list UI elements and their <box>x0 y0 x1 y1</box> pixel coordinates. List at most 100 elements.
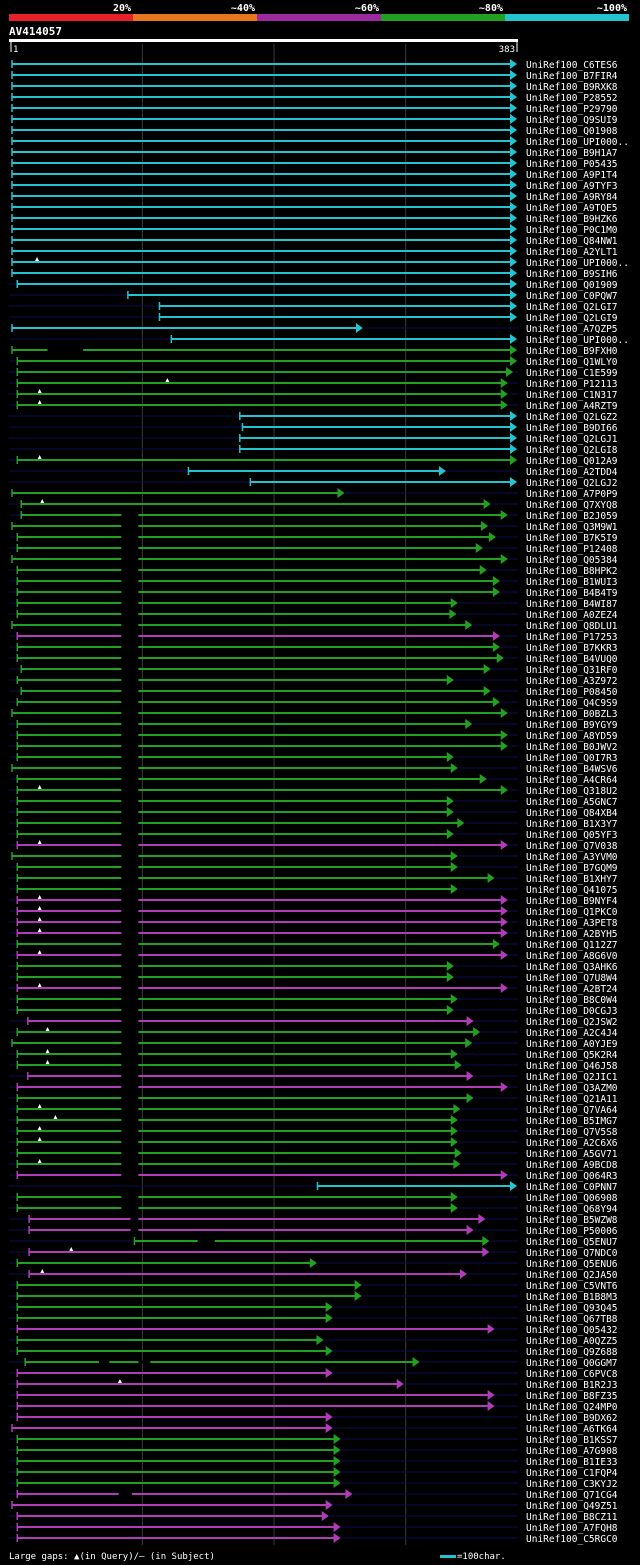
hit-row: UniRef100_B4VUQ0 <box>9 653 618 665</box>
hit-label: UniRef100_Q49Z51 <box>526 1501 618 1512</box>
hit-row: UniRef100_Q064R3 <box>9 1170 618 1182</box>
hit-row: UniRef100_Q3AZM0 <box>9 1082 618 1094</box>
hit-row: UniRef100_A5GNC7 <box>9 796 618 808</box>
hit-end-arrow <box>510 301 517 311</box>
hit-row: UniRef100_B0JWV2 <box>9 741 618 753</box>
hit-label: UniRef100_Q93Q45 <box>526 1303 618 1314</box>
hit-label: UniRef100_Q1WLY0 <box>526 357 618 368</box>
hit-label: UniRef100_C6PVC8 <box>526 1369 618 1380</box>
hit-end-arrow <box>487 873 495 883</box>
scale-bar <box>440 1555 456 1558</box>
hit-label: UniRef100_Q2LGI9 <box>526 313 618 324</box>
subject-gap <box>121 986 139 990</box>
subject-gap <box>121 799 139 803</box>
hit-row: UniRef100_B5WZW8 <box>9 1214 618 1226</box>
hit-label: UniRef100_B4WI87 <box>526 599 618 610</box>
hit-end-arrow <box>325 1500 333 1510</box>
subject-gap <box>121 1041 139 1045</box>
hit-row: UniRef100_A0YJE9 <box>9 1038 618 1050</box>
hit-row: UniRef100_Q31RF0 <box>9 664 618 676</box>
hit-label: UniRef100_Q2LGJ2 <box>526 478 618 489</box>
hit-end-arrow <box>450 1049 458 1059</box>
hit-row: UniRef100_Q1WLY0 <box>9 356 618 368</box>
hit-label: UniRef100_C3KYJ2 <box>526 1479 618 1490</box>
hit-label: UniRef100_Q2LGJ1 <box>526 434 618 445</box>
hit-end-arrow <box>333 1456 341 1466</box>
hit-row: UniRef100_Q05YF3 <box>9 829 618 841</box>
hit-end-arrow <box>325 1423 333 1433</box>
hit-label: UniRef100_P29790 <box>526 104 618 115</box>
hit-row: UniRef100_Q112Z7 <box>9 939 618 951</box>
legend-label-5: ~100% <box>597 3 627 14</box>
subject-gap <box>121 612 139 616</box>
hit-label: UniRef100_P05435 <box>526 159 618 170</box>
hit-end-arrow <box>333 1478 341 1488</box>
hit-label: UniRef100_B9SIH6 <box>526 269 618 280</box>
hit-end-arrow <box>345 1489 353 1499</box>
ruler-start-label: 1 <box>13 45 18 55</box>
hit-row: UniRef100_C5RGC0 <box>9 1533 618 1545</box>
subject-gap <box>121 931 139 935</box>
hit-label: UniRef100_Q7V038 <box>526 841 618 852</box>
hit-row: UniRef100_B9DX62 <box>9 1412 618 1424</box>
hit-end-arrow <box>500 928 508 938</box>
hit-label: UniRef100_Q41075 <box>526 885 618 896</box>
subject-gap <box>121 1118 139 1122</box>
hit-end-arrow <box>510 158 517 168</box>
subject-gap <box>121 656 139 660</box>
hit-end-arrow <box>450 1137 458 1147</box>
ruler-end-label: 383 <box>499 45 515 55</box>
hit-end-arrow <box>354 1291 362 1301</box>
hit-row: UniRef100_Q3AHK6 <box>9 961 618 973</box>
hit-label: UniRef100_A0YJE9 <box>526 1039 618 1050</box>
query-gap-marker <box>37 455 42 459</box>
subject-gap <box>121 568 139 572</box>
hit-end-arrow <box>450 1115 458 1125</box>
subject-gap <box>121 1063 139 1067</box>
query-gap-marker <box>37 1126 42 1130</box>
hit-row: UniRef100_C5VNT6 <box>9 1280 618 1292</box>
hit-label: UniRef100_Q9SUI9 <box>526 115 618 126</box>
subject-gap <box>121 535 139 539</box>
hit-end-arrow <box>446 675 454 685</box>
hit-end-arrow <box>492 576 500 586</box>
hit-row: UniRef100_B4B4T9 <box>9 587 618 599</box>
hit-end-arrow <box>478 1214 486 1224</box>
query-gap-marker <box>37 785 42 789</box>
hit-row: UniRef100_Q7XYQ8 <box>9 499 618 511</box>
hit-row: UniRef100_UPI000.. <box>9 136 629 148</box>
hit-row: UniRef100_B8FZ35 <box>9 1390 618 1402</box>
subject-gap <box>121 821 139 825</box>
hit-row: UniRef100_D0CGJ3 <box>9 1005 618 1017</box>
hit-label: UniRef100_D0CGJ3 <box>526 1006 618 1017</box>
hit-label: UniRef100_P12408 <box>526 544 618 555</box>
query-ruler: 1 383 <box>9 39 518 55</box>
hit-label: UniRef100_Q68Y94 <box>526 1204 618 1215</box>
hit-row: UniRef100_Q2LGJ2 <box>9 477 618 489</box>
subject-gap <box>121 854 139 858</box>
hit-end-arrow <box>500 1082 508 1092</box>
hit-end-arrow <box>325 1313 333 1323</box>
hit-end-arrow <box>510 477 517 487</box>
hit-row: UniRef100_A2BYH5 <box>9 928 618 940</box>
hit-row: UniRef100_Q05432 <box>9 1324 618 1336</box>
subject-gap <box>47 348 84 352</box>
hit-label: UniRef100_Q01908 <box>526 126 618 137</box>
subject-gap <box>118 1492 132 1496</box>
hit-end-arrow <box>510 257 517 267</box>
hit-label: UniRef100_Q9Z688 <box>526 1347 618 1358</box>
hit-end-arrow <box>487 1324 495 1334</box>
chart-title: AV414057 <box>9 25 62 38</box>
hit-label: UniRef100_B1R2J3 <box>526 1380 618 1391</box>
hit-end-arrow <box>510 334 517 344</box>
query-gap-marker <box>37 400 42 404</box>
query-gap-marker <box>45 1027 50 1031</box>
hit-row: UniRef100_A7P0P9 <box>9 488 618 500</box>
hit-row: UniRef100_P12113 <box>9 378 618 390</box>
hit-row: UniRef100_B4WSV6 <box>9 763 618 775</box>
hit-label: UniRef100_Q2JA50 <box>526 1270 618 1281</box>
hit-end-arrow <box>510 290 517 300</box>
hit-row: UniRef100_Q21A11 <box>9 1093 618 1105</box>
hit-row: UniRef100_A2TDD4 <box>9 466 618 478</box>
subject-gap <box>121 1195 139 1199</box>
